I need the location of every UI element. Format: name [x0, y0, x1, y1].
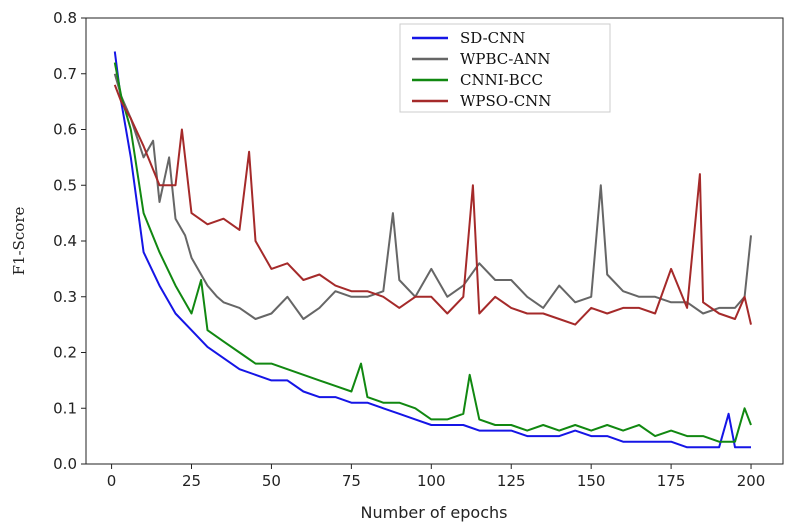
y-tick-label: 0.1: [53, 399, 77, 417]
y-tick-label: 0.2: [53, 344, 77, 362]
legend-label: SD-CNN: [460, 29, 525, 47]
legend-label: WPSO-CNN: [460, 92, 551, 110]
x-tick-label: 75: [342, 472, 361, 490]
x-tick-label: 175: [657, 472, 686, 490]
legend: SD-CNN WPBC-ANN CNNI-BCC WPSO-CNN: [399, 23, 611, 113]
series-line-wpbc-ann: [113, 73, 752, 320]
x-tick-label: 50: [262, 472, 281, 490]
series-line-cnni-bcc: [113, 62, 752, 443]
x-tick-label: 100: [417, 472, 446, 490]
y-axis: 0.0 0.1 0.2 0.3 0.4 0.5 0.6 0.7 0.8: [53, 9, 86, 473]
y-tick-label: 0.0: [53, 455, 77, 473]
legend-label: CNNI-BCC: [460, 71, 543, 89]
y-tick-label: 0.3: [53, 288, 77, 306]
series-line-wpso-cnn: [113, 84, 752, 326]
y-tick-label: 0.5: [53, 176, 77, 194]
x-tick-label: 150: [577, 472, 606, 490]
x-tick-label: 25: [182, 472, 201, 490]
y-tick-label: 0.7: [53, 65, 77, 83]
series-layer: [113, 51, 752, 449]
x-axis: 0 25 50 75 100 125 150 175 200: [107, 464, 766, 490]
x-axis-label: Number of epochs: [361, 503, 508, 522]
x-tick-label: 0: [107, 472, 117, 490]
y-tick-label: 0.6: [53, 121, 77, 139]
x-tick-label: 200: [737, 472, 766, 490]
y-tick-label: 0.4: [53, 232, 77, 250]
series-line-sd-cnn: [113, 51, 751, 449]
y-tick-label: 0.8: [53, 9, 77, 27]
x-tick-label: 125: [497, 472, 526, 490]
legend-label: WPBC-ANN: [460, 50, 550, 68]
y-axis-label: F1-Score: [10, 206, 28, 275]
